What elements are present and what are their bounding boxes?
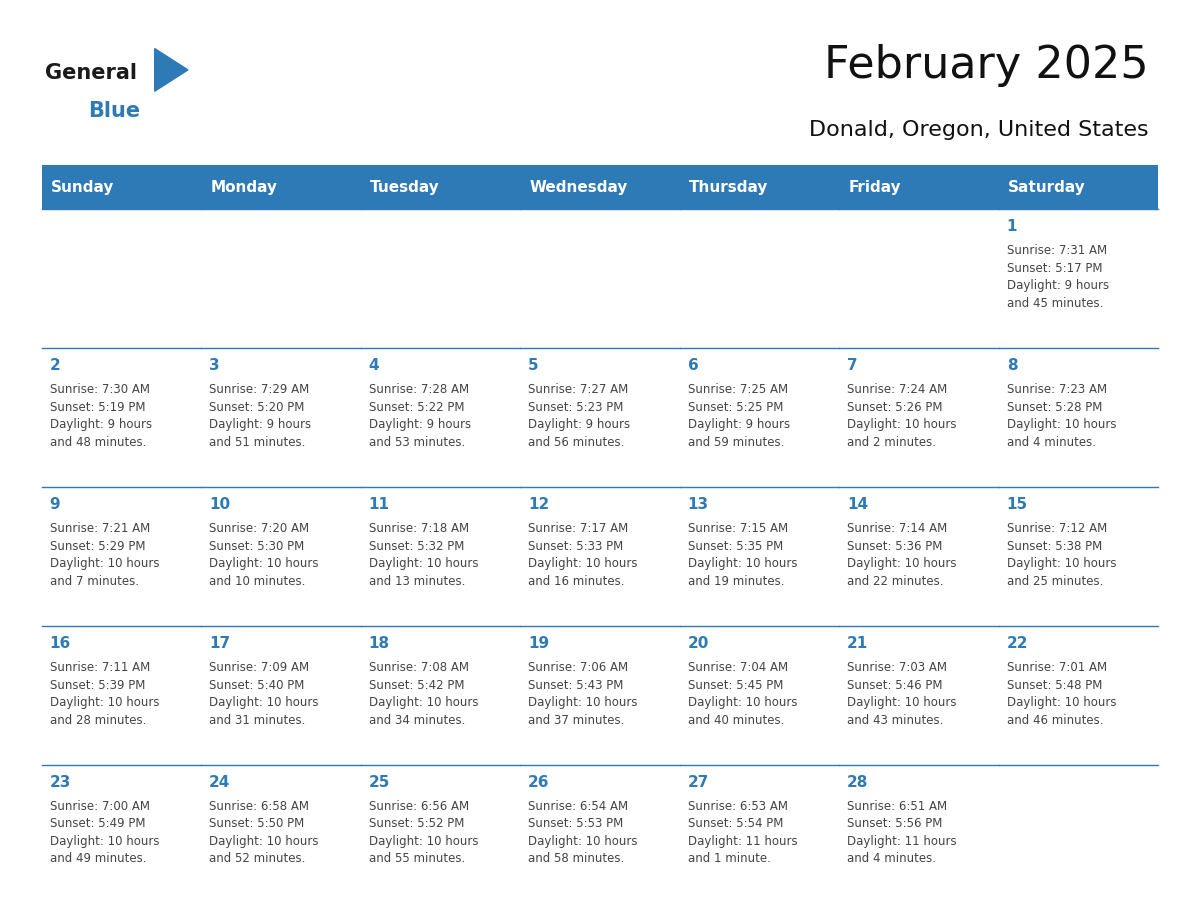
Text: Sunrise: 7:31 AM
Sunset: 5:17 PM
Daylight: 9 hours
and 45 minutes.: Sunrise: 7:31 AM Sunset: 5:17 PM Dayligh…: [1006, 244, 1108, 309]
Text: 3: 3: [209, 358, 220, 373]
Text: 22: 22: [1006, 636, 1029, 651]
Text: General: General: [45, 62, 137, 83]
Text: 11: 11: [368, 497, 390, 512]
Text: 13: 13: [688, 497, 709, 512]
Text: 14: 14: [847, 497, 868, 512]
Text: 16: 16: [50, 636, 71, 651]
Text: Sunrise: 7:30 AM
Sunset: 5:19 PM
Daylight: 9 hours
and 48 minutes.: Sunrise: 7:30 AM Sunset: 5:19 PM Dayligh…: [50, 383, 152, 449]
Text: 24: 24: [209, 775, 230, 790]
Text: Sunrise: 7:01 AM
Sunset: 5:48 PM
Daylight: 10 hours
and 46 minutes.: Sunrise: 7:01 AM Sunset: 5:48 PM Dayligh…: [1006, 661, 1117, 726]
Text: Sunrise: 7:15 AM
Sunset: 5:35 PM
Daylight: 10 hours
and 19 minutes.: Sunrise: 7:15 AM Sunset: 5:35 PM Dayligh…: [688, 522, 797, 588]
Text: 6: 6: [688, 358, 699, 373]
Text: Sunrise: 6:56 AM
Sunset: 5:52 PM
Daylight: 10 hours
and 55 minutes.: Sunrise: 6:56 AM Sunset: 5:52 PM Dayligh…: [368, 800, 478, 866]
Text: 5: 5: [529, 358, 539, 373]
Text: Thursday: Thursday: [689, 180, 769, 195]
Text: Sunrise: 6:54 AM
Sunset: 5:53 PM
Daylight: 10 hours
and 58 minutes.: Sunrise: 6:54 AM Sunset: 5:53 PM Dayligh…: [529, 800, 638, 866]
Text: 20: 20: [688, 636, 709, 651]
Text: 4: 4: [368, 358, 379, 373]
Text: Blue: Blue: [88, 101, 140, 121]
Text: Sunrise: 7:23 AM
Sunset: 5:28 PM
Daylight: 10 hours
and 4 minutes.: Sunrise: 7:23 AM Sunset: 5:28 PM Dayligh…: [1006, 383, 1117, 449]
Text: Sunrise: 7:09 AM
Sunset: 5:40 PM
Daylight: 10 hours
and 31 minutes.: Sunrise: 7:09 AM Sunset: 5:40 PM Dayligh…: [209, 661, 318, 726]
Text: Sunrise: 7:28 AM
Sunset: 5:22 PM
Daylight: 9 hours
and 53 minutes.: Sunrise: 7:28 AM Sunset: 5:22 PM Dayligh…: [368, 383, 470, 449]
Text: Sunrise: 7:17 AM
Sunset: 5:33 PM
Daylight: 10 hours
and 16 minutes.: Sunrise: 7:17 AM Sunset: 5:33 PM Dayligh…: [529, 522, 638, 588]
Text: Sunrise: 7:04 AM
Sunset: 5:45 PM
Daylight: 10 hours
and 40 minutes.: Sunrise: 7:04 AM Sunset: 5:45 PM Dayligh…: [688, 661, 797, 726]
Text: 9: 9: [50, 497, 61, 512]
Text: Sunrise: 7:24 AM
Sunset: 5:26 PM
Daylight: 10 hours
and 2 minutes.: Sunrise: 7:24 AM Sunset: 5:26 PM Dayligh…: [847, 383, 956, 449]
Text: 26: 26: [529, 775, 550, 790]
Text: 2: 2: [50, 358, 61, 373]
Text: Saturday: Saturday: [1009, 180, 1086, 195]
Text: Sunrise: 7:03 AM
Sunset: 5:46 PM
Daylight: 10 hours
and 43 minutes.: Sunrise: 7:03 AM Sunset: 5:46 PM Dayligh…: [847, 661, 956, 726]
Text: Sunrise: 6:53 AM
Sunset: 5:54 PM
Daylight: 11 hours
and 1 minute.: Sunrise: 6:53 AM Sunset: 5:54 PM Dayligh…: [688, 800, 797, 866]
Text: Sunrise: 7:12 AM
Sunset: 5:38 PM
Daylight: 10 hours
and 25 minutes.: Sunrise: 7:12 AM Sunset: 5:38 PM Dayligh…: [1006, 522, 1117, 588]
Text: 15: 15: [1006, 497, 1028, 512]
Text: 8: 8: [1006, 358, 1017, 373]
Text: Monday: Monday: [210, 180, 278, 195]
Text: 1: 1: [1006, 219, 1017, 234]
Text: Sunrise: 7:29 AM
Sunset: 5:20 PM
Daylight: 9 hours
and 51 minutes.: Sunrise: 7:29 AM Sunset: 5:20 PM Dayligh…: [209, 383, 311, 449]
Text: 25: 25: [368, 775, 390, 790]
Polygon shape: [154, 49, 188, 91]
Text: Tuesday: Tuesday: [371, 180, 440, 195]
Text: Sunday: Sunday: [51, 180, 114, 195]
Text: 28: 28: [847, 775, 868, 790]
Text: 27: 27: [688, 775, 709, 790]
Text: Sunrise: 7:08 AM
Sunset: 5:42 PM
Daylight: 10 hours
and 34 minutes.: Sunrise: 7:08 AM Sunset: 5:42 PM Dayligh…: [368, 661, 478, 726]
Text: Sunrise: 7:00 AM
Sunset: 5:49 PM
Daylight: 10 hours
and 49 minutes.: Sunrise: 7:00 AM Sunset: 5:49 PM Dayligh…: [50, 800, 159, 866]
Text: Sunrise: 6:58 AM
Sunset: 5:50 PM
Daylight: 10 hours
and 52 minutes.: Sunrise: 6:58 AM Sunset: 5:50 PM Dayligh…: [209, 800, 318, 866]
Text: Sunrise: 7:21 AM
Sunset: 5:29 PM
Daylight: 10 hours
and 7 minutes.: Sunrise: 7:21 AM Sunset: 5:29 PM Dayligh…: [50, 522, 159, 588]
Text: 21: 21: [847, 636, 868, 651]
Text: Sunrise: 6:51 AM
Sunset: 5:56 PM
Daylight: 11 hours
and 4 minutes.: Sunrise: 6:51 AM Sunset: 5:56 PM Dayligh…: [847, 800, 956, 866]
Text: Sunrise: 7:25 AM
Sunset: 5:25 PM
Daylight: 9 hours
and 59 minutes.: Sunrise: 7:25 AM Sunset: 5:25 PM Dayligh…: [688, 383, 790, 449]
Text: Wednesday: Wednesday: [530, 180, 628, 195]
Text: 10: 10: [209, 497, 230, 512]
Text: 19: 19: [529, 636, 549, 651]
Text: Sunrise: 7:20 AM
Sunset: 5:30 PM
Daylight: 10 hours
and 10 minutes.: Sunrise: 7:20 AM Sunset: 5:30 PM Dayligh…: [209, 522, 318, 588]
Text: Friday: Friday: [848, 180, 902, 195]
Text: Sunrise: 7:06 AM
Sunset: 5:43 PM
Daylight: 10 hours
and 37 minutes.: Sunrise: 7:06 AM Sunset: 5:43 PM Dayligh…: [529, 661, 638, 726]
Text: 23: 23: [50, 775, 71, 790]
Text: February 2025: February 2025: [824, 44, 1149, 87]
Text: Sunrise: 7:14 AM
Sunset: 5:36 PM
Daylight: 10 hours
and 22 minutes.: Sunrise: 7:14 AM Sunset: 5:36 PM Dayligh…: [847, 522, 956, 588]
Text: 7: 7: [847, 358, 858, 373]
Text: Sunrise: 7:11 AM
Sunset: 5:39 PM
Daylight: 10 hours
and 28 minutes.: Sunrise: 7:11 AM Sunset: 5:39 PM Dayligh…: [50, 661, 159, 726]
Text: Sunrise: 7:18 AM
Sunset: 5:32 PM
Daylight: 10 hours
and 13 minutes.: Sunrise: 7:18 AM Sunset: 5:32 PM Dayligh…: [368, 522, 478, 588]
Text: Donald, Oregon, United States: Donald, Oregon, United States: [809, 119, 1149, 140]
Text: Sunrise: 7:27 AM
Sunset: 5:23 PM
Daylight: 9 hours
and 56 minutes.: Sunrise: 7:27 AM Sunset: 5:23 PM Dayligh…: [529, 383, 631, 449]
Text: 17: 17: [209, 636, 230, 651]
Text: 18: 18: [368, 636, 390, 651]
Text: 12: 12: [529, 497, 549, 512]
